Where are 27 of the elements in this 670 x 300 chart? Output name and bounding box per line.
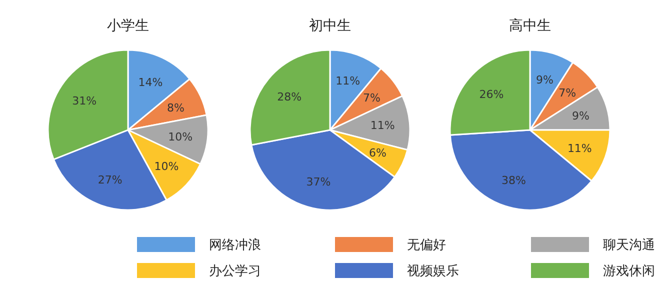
chart-title: 小学生 — [107, 18, 149, 34]
data-label: 27% — [98, 174, 122, 187]
chart-title: 初中生 — [309, 18, 351, 34]
data-label: 37% — [306, 176, 331, 189]
data-label: 8% — [167, 102, 184, 115]
legend-label: 无偏好 — [407, 238, 446, 253]
data-label: 14% — [138, 76, 163, 90]
legend-label: 网络冲浪 — [209, 237, 261, 253]
data-label: 9% — [536, 73, 554, 86]
data-label: 10% — [168, 130, 193, 144]
data-label: 7% — [558, 86, 576, 100]
data-label: 11% — [370, 119, 395, 132]
data-label: 38% — [501, 174, 526, 188]
data-label: 28% — [277, 90, 302, 104]
legend-label: 办公学习 — [209, 264, 261, 279]
data-label: 31% — [72, 94, 97, 108]
data-label: 6% — [369, 146, 386, 160]
legend-label: 聊天沟通 — [603, 238, 655, 253]
chart-title: 高中生 — [509, 18, 551, 34]
legend-label: 视频娱乐 — [407, 264, 459, 279]
data-label: 26% — [479, 88, 504, 101]
data-label: 11% — [567, 142, 592, 155]
data-label: 10% — [154, 160, 179, 174]
data-label: 9% — [572, 109, 590, 122]
legend-label: 游戏休闲 — [603, 264, 655, 279]
data-label: 11% — [336, 74, 360, 88]
data-label: 7% — [362, 92, 380, 105]
